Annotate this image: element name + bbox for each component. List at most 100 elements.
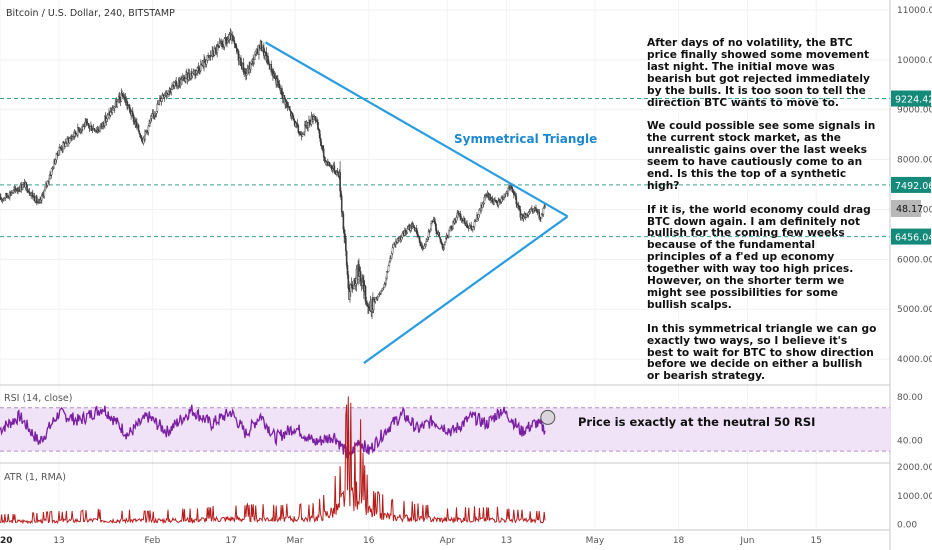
price-candle-body <box>253 59 255 64</box>
rsi-pane-title[interactable]: RSI (14, close) <box>4 393 72 404</box>
price-candle-body <box>376 296 379 299</box>
price-candle-body <box>68 138 71 143</box>
price-candle-body <box>495 199 497 203</box>
price-candle-body <box>529 209 532 212</box>
price-candle-body <box>197 67 200 69</box>
price-candle-body <box>277 82 280 85</box>
price-candle-body <box>297 125 300 133</box>
price-candle-body <box>77 127 80 130</box>
price-candle-body <box>478 208 481 215</box>
price-candle-body <box>331 168 334 171</box>
rsi-band-lines <box>0 407 890 452</box>
price-candle-body <box>319 137 322 142</box>
price-candle-body <box>400 236 403 240</box>
symbol-title[interactable]: Bitcoin / U.S. Dollar, 240, BITSTAMP <box>6 8 175 19</box>
price-candle-body <box>318 130 321 139</box>
price-candle-body <box>286 103 289 107</box>
atr-series-line <box>0 396 546 525</box>
atr-pane-title[interactable]: ATR (1, RMA) <box>4 472 66 483</box>
price-candle-body <box>270 64 273 73</box>
price-candle-body <box>438 232 441 238</box>
price-candle-body <box>298 132 300 134</box>
price-candle-body <box>436 230 438 234</box>
price-candle-body <box>33 195 36 202</box>
price-candle-body <box>374 298 377 302</box>
price-candle-body <box>416 230 418 235</box>
price-candle-body <box>340 190 342 197</box>
price-candle-body <box>538 211 541 219</box>
price-candle-body <box>304 124 306 133</box>
price-candle-body <box>433 219 436 222</box>
price-tick-label: 4000.00 <box>897 355 932 365</box>
price-candle-body <box>391 247 394 254</box>
price-candle-body <box>445 237 447 243</box>
rsi-tick-label: 40.00 <box>897 436 923 446</box>
price-candle-body <box>382 287 385 289</box>
price-candle-body <box>343 229 345 235</box>
level-price-tag <box>891 228 931 245</box>
price-candle-body <box>351 284 354 289</box>
price-candle-body <box>62 142 64 149</box>
time-tick-label: Jun <box>739 536 754 546</box>
price-candle-body <box>381 290 383 292</box>
price-candle-body <box>339 171 341 192</box>
pane-separators <box>0 0 891 550</box>
price-tick-label: 8000.00 <box>897 156 932 166</box>
price-candle-body <box>435 223 437 231</box>
price-candle-body <box>109 110 112 116</box>
price-candle-body <box>383 284 386 288</box>
time-axis[interactable]: 2020 13 Feb 17 Mar 16 Apr 13 May 18 Jun 15 <box>0 536 822 546</box>
price-candle-body <box>345 238 347 252</box>
time-tick-label: 18 <box>673 536 685 546</box>
triangle-upper-trendline <box>264 41 569 218</box>
time-tick-label: 13 <box>501 536 512 546</box>
price-candle-body <box>320 141 323 146</box>
price-candle-body <box>415 228 418 231</box>
price-candle-body <box>105 118 108 122</box>
price-candle-body <box>322 146 324 150</box>
price-candle-body <box>322 148 325 158</box>
price-candle-body <box>301 134 304 137</box>
price-candle-body <box>504 193 507 195</box>
price-candle-body <box>121 93 123 96</box>
price-candle-body <box>160 98 163 102</box>
price-candle-body <box>514 194 517 197</box>
price-candle-body <box>303 131 305 135</box>
price-candle-body <box>12 190 14 193</box>
price-candle-body <box>390 257 392 260</box>
level-price-label: 9224.42 <box>895 95 932 106</box>
symmetrical-triangle-drawing[interactable] <box>264 41 569 364</box>
price-candle-body <box>463 218 466 224</box>
price-candle-body <box>440 242 443 245</box>
price-candle-body <box>429 229 432 232</box>
price-candle-body <box>346 264 349 275</box>
price-candle-body <box>188 73 191 78</box>
price-candle-body <box>137 124 140 132</box>
price-candle-body <box>31 192 34 198</box>
price-candle-body <box>497 200 500 206</box>
price-candle-body <box>507 187 509 194</box>
price-candle-body <box>470 225 473 230</box>
price-candle-body <box>542 207 545 215</box>
price-candle-body <box>152 113 155 115</box>
price-candle-body <box>118 96 121 99</box>
price-candle-body <box>317 122 319 130</box>
price-candle-body <box>150 116 153 119</box>
price-candle-body <box>113 106 116 109</box>
price-candle-body <box>362 278 364 283</box>
price-candle-body <box>28 191 31 194</box>
price-candle-body <box>87 123 90 127</box>
price-candle-body <box>385 278 387 284</box>
price-candle-body <box>185 73 187 79</box>
price-candle-body <box>139 133 141 138</box>
price-candle-body <box>288 106 291 110</box>
price-candle-body <box>249 63 252 70</box>
rsi-highlight-circle[interactable] <box>540 409 556 425</box>
price-candle-body <box>535 207 537 211</box>
price-candle-body <box>430 222 432 231</box>
price-candle-body <box>439 236 441 240</box>
price-candle-body <box>191 73 194 76</box>
price-candle-body <box>386 271 389 273</box>
price-candle-body <box>372 299 375 311</box>
